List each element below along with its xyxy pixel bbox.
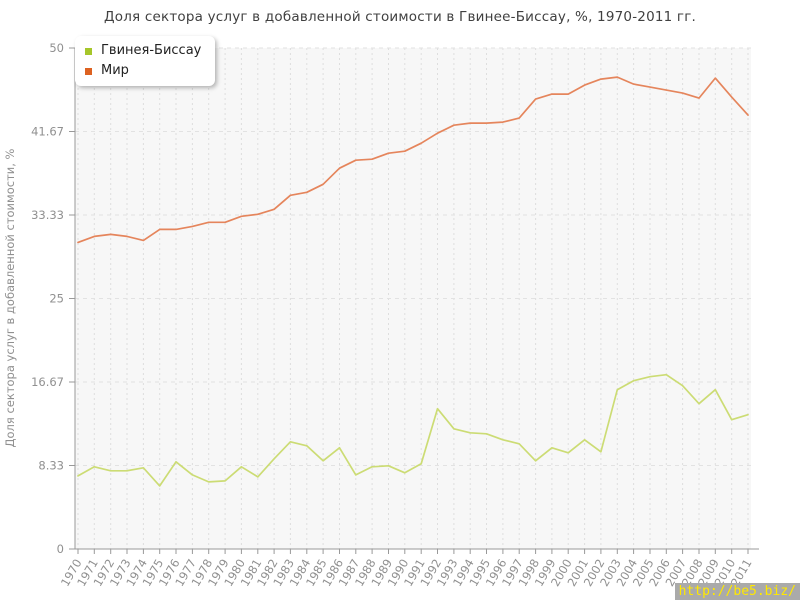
legend-swatch-guinea-bissau [85,47,92,55]
y-tick-labels: 0 8.33 16.67 25 33.33 41.67 50 [31,41,64,556]
series-line-guinea-bissau [77,373,749,487]
legend-label-world: Мир [101,63,129,78]
legend-label-guinea-bissau: Гвинея-Биссау [101,43,202,58]
y-tick-label: 41.67 [31,125,64,139]
axes [69,47,759,554]
chart-title: Доля сектора услуг в добавленной стоимос… [103,9,697,25]
legend-item-world: Мир [85,61,201,81]
series-line-world [77,76,749,244]
y-tick-label: 33.33 [31,208,64,222]
legend-swatch-world [85,67,92,75]
legend-item-guinea-bissau: Гвинея-Биссау [85,41,201,61]
horizontal-gridlines [75,47,751,466]
y-tick-label: 0 [57,542,64,556]
y-tick-label: 8.33 [38,459,64,473]
watermark-link[interactable]: http://be5.biz/ [674,583,800,600]
y-tick-label: 25 [49,292,64,306]
y-axis-title: Доля сектора услуг в добавленной стоимос… [3,148,17,447]
legend: Гвинея-Биссау Мир [75,36,216,86]
y-tick-label: 50 [49,41,64,55]
y-tick-label: 16.67 [31,375,64,389]
x-tick-labels: 1970197119721973197419751976197719781979… [58,557,755,589]
